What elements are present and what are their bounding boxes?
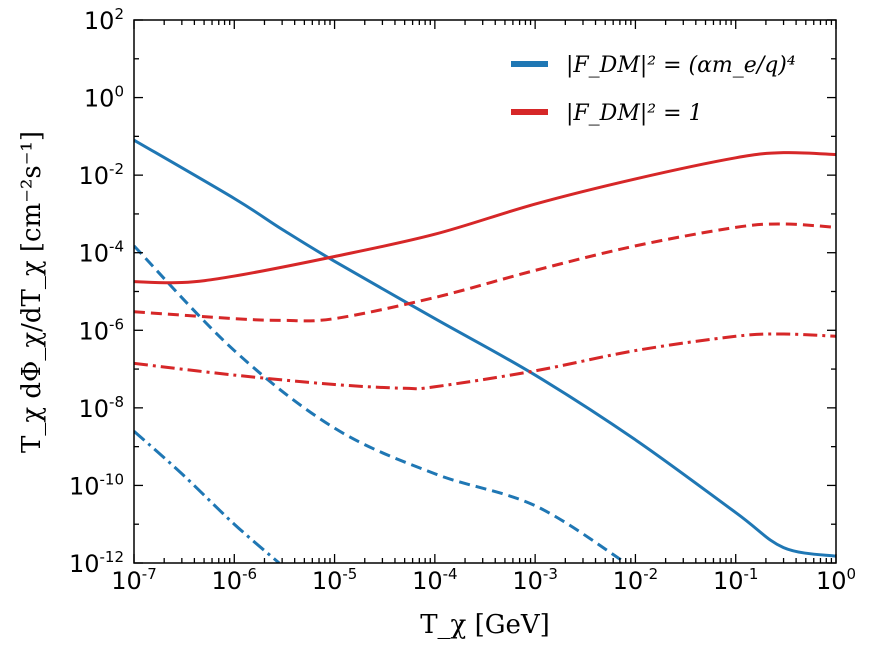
y-tick-label: 10-2 <box>78 160 124 190</box>
y-tick-label: 10-10 <box>69 470 124 500</box>
y-tick-label: 10-12 <box>69 548 124 578</box>
x-tick-labels: 10-7 10-6 10-5 10-4 10-3 10-2 10-1 100 <box>111 565 856 595</box>
y-tick-label: 102 <box>84 5 124 35</box>
x-tick-label: 100 <box>816 565 856 595</box>
series-line-red-dashed <box>134 222 836 323</box>
y-tick-label: 10-8 <box>78 393 124 423</box>
legend: |F_DM|² = (αm_e/q)⁴ |F_DM|² = 1 <box>511 53 796 126</box>
y-tick-label: 10-6 <box>78 315 124 345</box>
y-tick-label: 10-4 <box>78 238 124 268</box>
x-axis-label: T_χ [GeV] <box>420 610 550 640</box>
x-tick-label: 10-4 <box>412 565 458 595</box>
series-line-blue-solid <box>134 138 836 558</box>
legend-label-blue: |F_DM|² = (αm_e/q)⁴ <box>566 53 796 78</box>
series-line-blue-dashdot <box>134 430 281 563</box>
plot-frame <box>133 19 837 564</box>
x-tick-label: 10-2 <box>613 565 659 595</box>
x-tick-label: 10-3 <box>512 565 558 595</box>
x-tick-label: 10-6 <box>212 565 258 595</box>
y-tick-labels: 10-12 10-10 10-8 10-6 10-4 10-2 100 102 <box>69 5 124 578</box>
ticks-group <box>133 19 837 564</box>
series-group <box>134 138 836 563</box>
y-tick-label: 100 <box>84 83 124 113</box>
x-tick-label: 10-1 <box>713 565 759 595</box>
series-line-red-solid <box>134 151 836 285</box>
y-axis-label: T_χ dΦ_χ/dT_χ [cm⁻²s⁻¹] <box>17 131 47 453</box>
x-tick-label: 10-7 <box>111 565 157 595</box>
series-line-red-dashdot <box>134 332 836 391</box>
x-tick-label: 10-5 <box>312 565 358 595</box>
legend-label-red: |F_DM|² = 1 <box>566 101 703 126</box>
series-line-blue-dashed <box>134 244 627 563</box>
